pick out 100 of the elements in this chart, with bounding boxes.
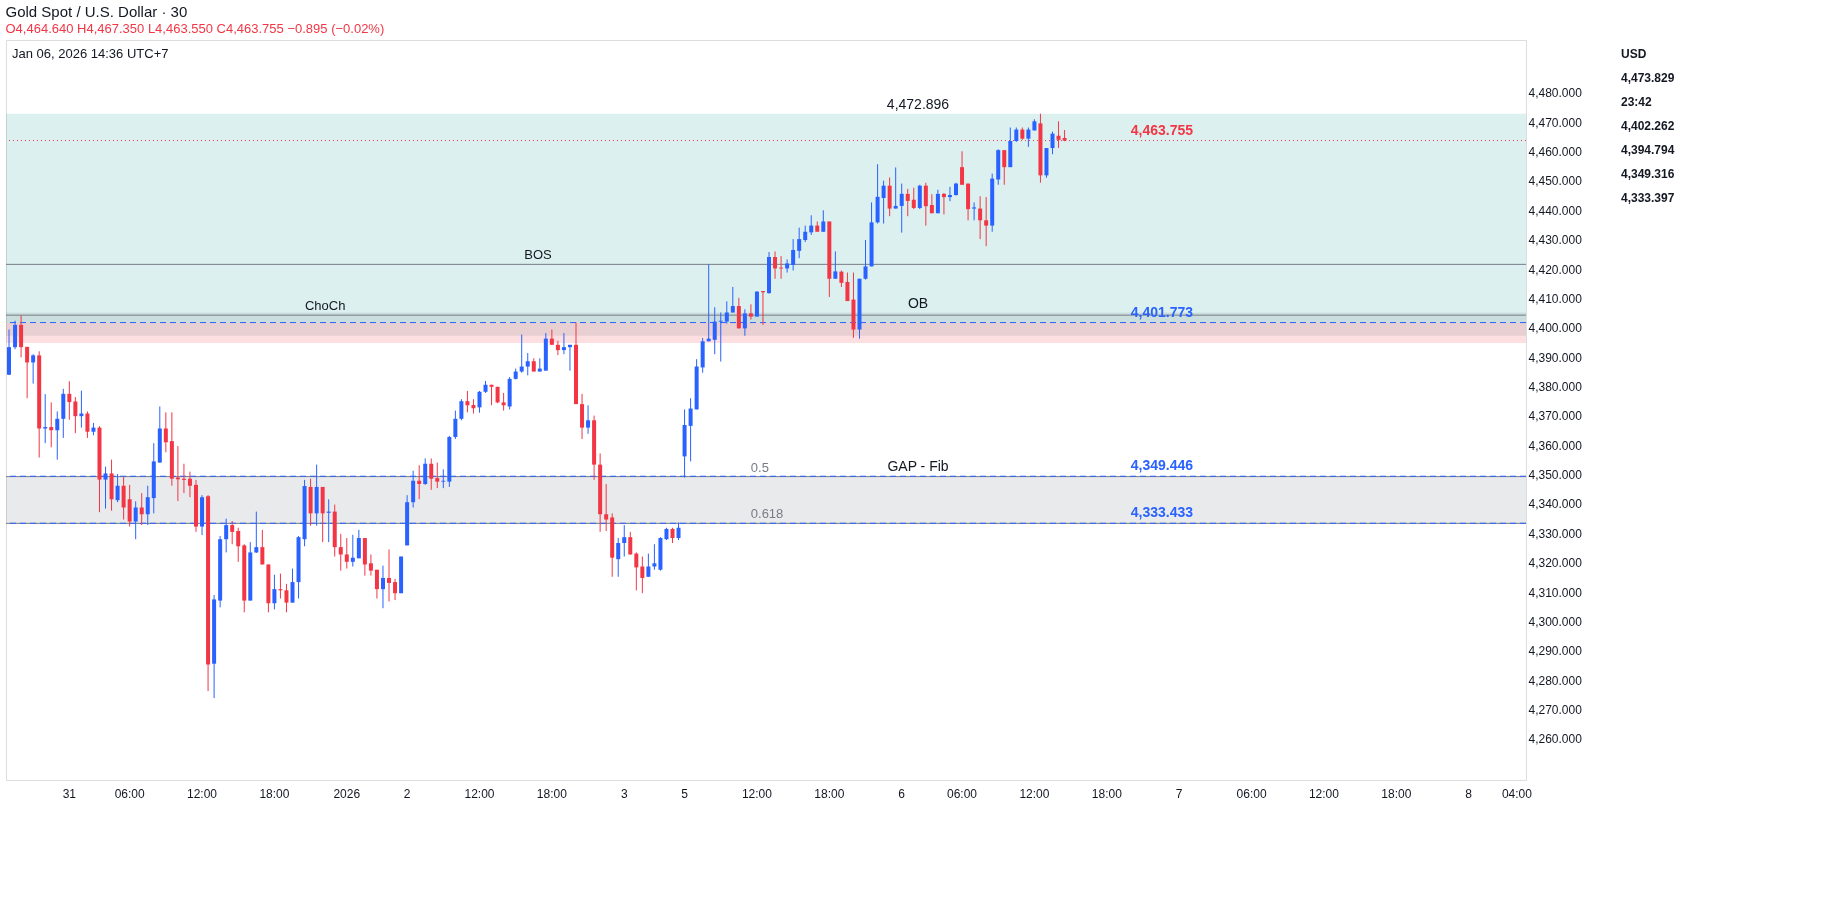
y-tick-label: 4,330.000 [1528, 526, 1583, 541]
candlestick [73, 396, 78, 434]
y-tick-label: 4,290.000 [1528, 644, 1583, 659]
candlestick [960, 150, 965, 186]
candlestick [785, 258, 790, 274]
candlestick [640, 556, 645, 594]
candlestick [821, 209, 826, 233]
candlestick [272, 574, 277, 610]
ref-line-label: ChoCh [304, 298, 346, 314]
y-tick-label: 4,460.000 [1528, 145, 1583, 160]
candlestick [374, 569, 379, 600]
annotation: Jan 06, 2026 14:36 UTC+7 [12, 46, 169, 61]
candlestick [19, 314, 24, 358]
candlestick [797, 227, 802, 259]
candlestick [899, 183, 904, 234]
candlestick [555, 340, 560, 356]
x-tick-label: 12:00 [464, 786, 495, 801]
candlestick [923, 182, 928, 227]
candlestick [586, 404, 591, 435]
candlestick [290, 568, 295, 604]
candlestick [646, 553, 651, 578]
candlestick [893, 166, 898, 210]
band-label: OB [907, 294, 929, 311]
x-tick-label: 18:00 [814, 786, 845, 801]
candlestick [368, 553, 373, 577]
candlestick [730, 286, 735, 314]
candlestick [85, 410, 90, 439]
candlestick [477, 390, 482, 414]
x-tick-label: 18:00 [536, 786, 568, 801]
candlestick [519, 334, 524, 374]
candlestick [350, 534, 355, 568]
x-tick-label: 06:00 [947, 786, 978, 801]
candlestick [580, 393, 585, 440]
x-tick-label: 2026 [333, 786, 361, 801]
candlestick [905, 188, 910, 217]
candlestick [917, 184, 922, 210]
y-tick-label: 4,360.000 [1528, 438, 1583, 453]
y-tick-label: 4,480.000 [1528, 86, 1583, 101]
candlestick [1050, 131, 1055, 155]
x-tick-label: 18:00 [1091, 786, 1123, 801]
y-tick-label: 4,440.000 [1528, 203, 1583, 218]
y-tick-label: 4,320.000 [1528, 556, 1583, 571]
y-tick-label: 4,310.000 [1528, 585, 1583, 600]
x-tick-label: 12:00 [1308, 786, 1340, 801]
ref-line-label: 4,463.755 [1130, 121, 1194, 138]
y-tick-label: 4,370.000 [1528, 409, 1583, 424]
text: USD [1621, 47, 1647, 61]
candlestick [31, 353, 36, 385]
text: 4,349.316 [1621, 167, 1675, 181]
y-tick-label: 4,350.000 [1528, 468, 1583, 483]
candlestick [616, 537, 621, 578]
candlestick [55, 410, 60, 461]
candlestick [984, 196, 989, 247]
candlestick [465, 390, 470, 413]
x-tick-label: 06:00 [1236, 786, 1267, 801]
y-tick-label: 4,470.000 [1528, 115, 1583, 130]
x-tick-label: 2 [403, 786, 411, 801]
y-tick-label: 4,270.000 [1528, 703, 1583, 718]
ref-line-label: 4,401.773 [1130, 303, 1194, 320]
candlestick [791, 238, 796, 272]
y-tick-label: 4,430.000 [1528, 233, 1583, 248]
text: 23:42 [1621, 95, 1653, 109]
candlestick [947, 186, 952, 202]
candlestick [236, 527, 241, 563]
text: 4,333.397 [1621, 191, 1675, 205]
candlestick [634, 551, 639, 591]
candlestick [356, 529, 361, 559]
x-tick-label: 12:00 [741, 786, 773, 801]
y-tick-label: 4,410.000 [1528, 291, 1583, 306]
candlestick [881, 180, 886, 225]
band-label: GAP - Fib [887, 458, 949, 475]
x-tick-label: 31 [62, 786, 77, 801]
x-tick-label: 3 [620, 786, 628, 801]
candlestick [417, 464, 422, 500]
candlestick [393, 578, 398, 601]
candlestick [67, 380, 72, 421]
text: 4,394.794 [1621, 143, 1675, 157]
chart-subtitle: O4,464.640 H4,467.350 L4,463.550 C4,463.755 −0.895 (−0.02%) [5, 21, 385, 36]
y-tick-label: 4,280.000 [1528, 673, 1583, 688]
text: 4,402.262 [1621, 119, 1675, 133]
candlestick [1026, 127, 1031, 148]
candlestick [736, 297, 741, 329]
candlestick [863, 239, 868, 281]
x-tick-label: 12:00 [187, 786, 218, 801]
x-tick-label: 18:00 [1381, 786, 1412, 801]
candlestick [453, 410, 458, 440]
y-tick-label: 4,420.000 [1528, 262, 1583, 277]
candlestick [163, 411, 168, 453]
candlestick [435, 462, 440, 489]
candlestick [911, 187, 916, 210]
candlestick [525, 352, 530, 376]
candlestick [43, 393, 48, 444]
candlestick [429, 457, 434, 491]
candlestick [284, 583, 289, 613]
x-tick-label: 6 [898, 786, 906, 801]
candlestick [139, 492, 144, 526]
candlestick [773, 250, 778, 280]
candlestick [652, 543, 657, 571]
candlestick [941, 192, 946, 215]
candlestick [561, 332, 566, 355]
